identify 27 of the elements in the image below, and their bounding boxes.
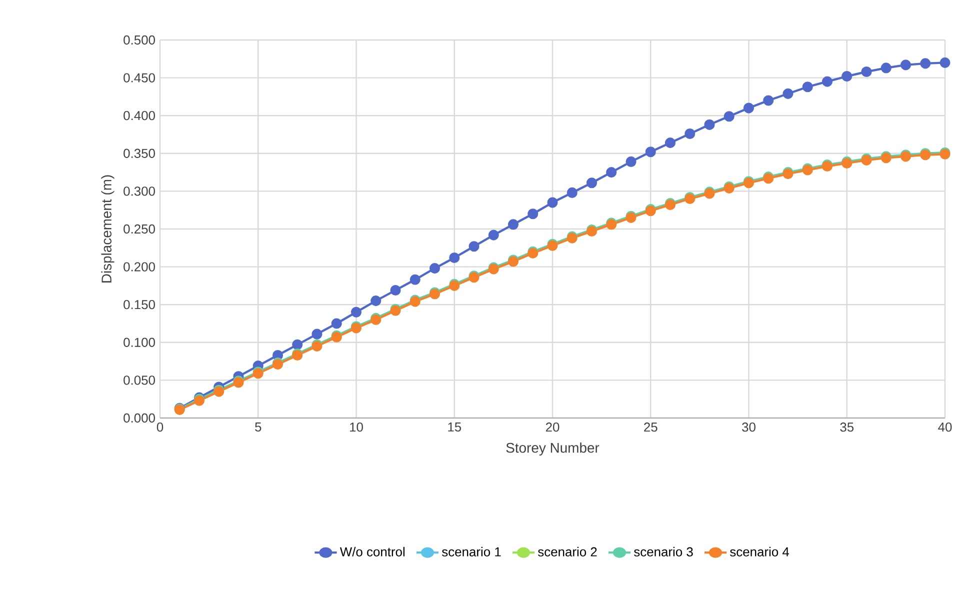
x-axis-title: Storey Number (506, 442, 600, 456)
y-tick-label: 0.000 (124, 413, 155, 423)
y-tick-label: 0.200 (124, 262, 155, 272)
y-tick-label: 0.400 (124, 111, 155, 120)
y-tick-label: 0.500 (124, 35, 155, 45)
x-tick-label: 40 (938, 422, 952, 432)
y-tick-label: 0.250 (124, 224, 155, 234)
y-tick-label: 0.050 (124, 376, 155, 385)
legend-label: scenario 2 (538, 546, 597, 556)
x-tick-label: 15 (448, 422, 462, 432)
legend-label: scenario 1 (442, 546, 501, 556)
legend-label: scenario 3 (634, 546, 693, 556)
x-tick-label: 5 (255, 422, 262, 432)
y-axis-title: Displacement (m) (101, 175, 114, 282)
y-tick-label: 0.150 (124, 300, 155, 310)
y-tick-label: 0.450 (124, 73, 155, 82)
x-tick-label: 25 (644, 422, 658, 432)
y-tick-label: 0.300 (124, 186, 155, 196)
y-tick-label: 0.350 (124, 148, 155, 158)
y-tick-label: 0.100 (124, 338, 155, 347)
x-tick-label: 0 (156, 422, 164, 432)
legend-label: W/o control (340, 546, 404, 556)
x-tick-label: 20 (546, 422, 560, 432)
legend-label: scenario 4 (730, 546, 790, 556)
x-tick-label: 35 (840, 422, 854, 432)
x-tick-label: 10 (350, 422, 363, 432)
x-tick-label: 30 (742, 422, 756, 432)
